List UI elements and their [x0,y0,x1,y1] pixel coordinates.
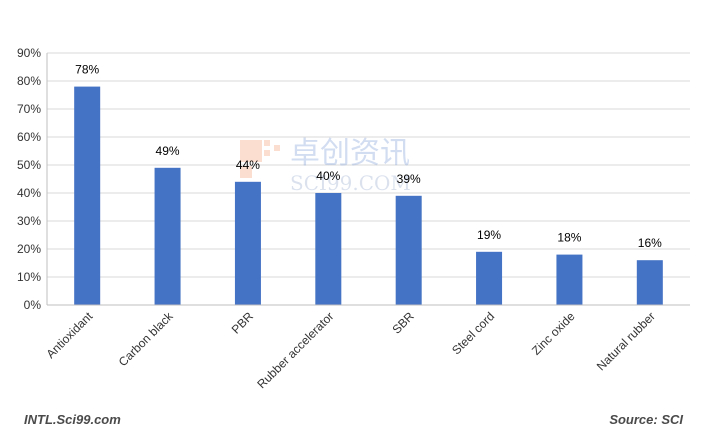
x-tick-label: Carbon black [116,309,177,370]
bar [234,181,261,305]
y-tick-label: 0% [24,298,42,312]
bar [315,193,342,305]
data-label: 40% [316,169,340,183]
data-label: 44% [236,158,260,172]
y-axis: 0% 10% 20% 30% 40% 50% 60% 70% 80% 90% [17,46,48,312]
bar [476,251,503,305]
bar [636,260,663,305]
x-tick-label: Antioxidant [43,309,95,361]
y-tick-label: 70% [17,102,41,116]
data-labels: 78% 49% 44% 40% 39% 19% 18% 16% [75,63,662,251]
watermark-latin-text: SCI99.COM [290,171,411,195]
y-tick-label: 20% [17,242,41,256]
x-tick-label: PBR [229,309,257,337]
watermark-dot-icon [264,150,270,156]
bar [154,167,181,305]
data-label: 19% [477,228,501,242]
bar [395,195,422,305]
watermark-dot-icon [264,140,270,146]
bar [556,254,583,305]
footer-source: Source: SCI [609,412,683,427]
y-tick-label: 80% [17,74,41,88]
data-label: 39% [397,172,421,186]
gridlines [47,52,690,306]
x-tick-label: Zinc oxide [529,309,578,358]
data-label: 18% [557,231,581,245]
data-label: 49% [156,144,180,158]
bars [74,86,663,305]
x-tick-label: Rubber accelerator [254,309,336,391]
y-tick-label: 50% [17,158,41,172]
x-tick-label: Steel cord [449,309,497,357]
watermark-square-icon [240,140,262,162]
x-tick-label: Natural rubber [594,309,658,373]
y-tick-label: 90% [17,46,41,60]
y-tick-label: 60% [17,130,41,144]
y-tick-label: 30% [17,214,41,228]
y-tick-label: 40% [17,186,41,200]
watermark-dot-icon [240,166,252,178]
data-label: 78% [75,63,99,77]
watermark-chinese-text: 卓创资讯 [290,136,410,171]
watermark-logo: 卓创资讯 SCI99.COM [240,136,411,195]
watermark-dot-icon [274,145,280,151]
y-tick-label: 10% [17,270,41,284]
footer-website: INTL.Sci99.com [24,412,121,427]
data-label: 16% [638,236,662,250]
bar [74,86,101,305]
x-tick-label: SBR [389,309,417,337]
